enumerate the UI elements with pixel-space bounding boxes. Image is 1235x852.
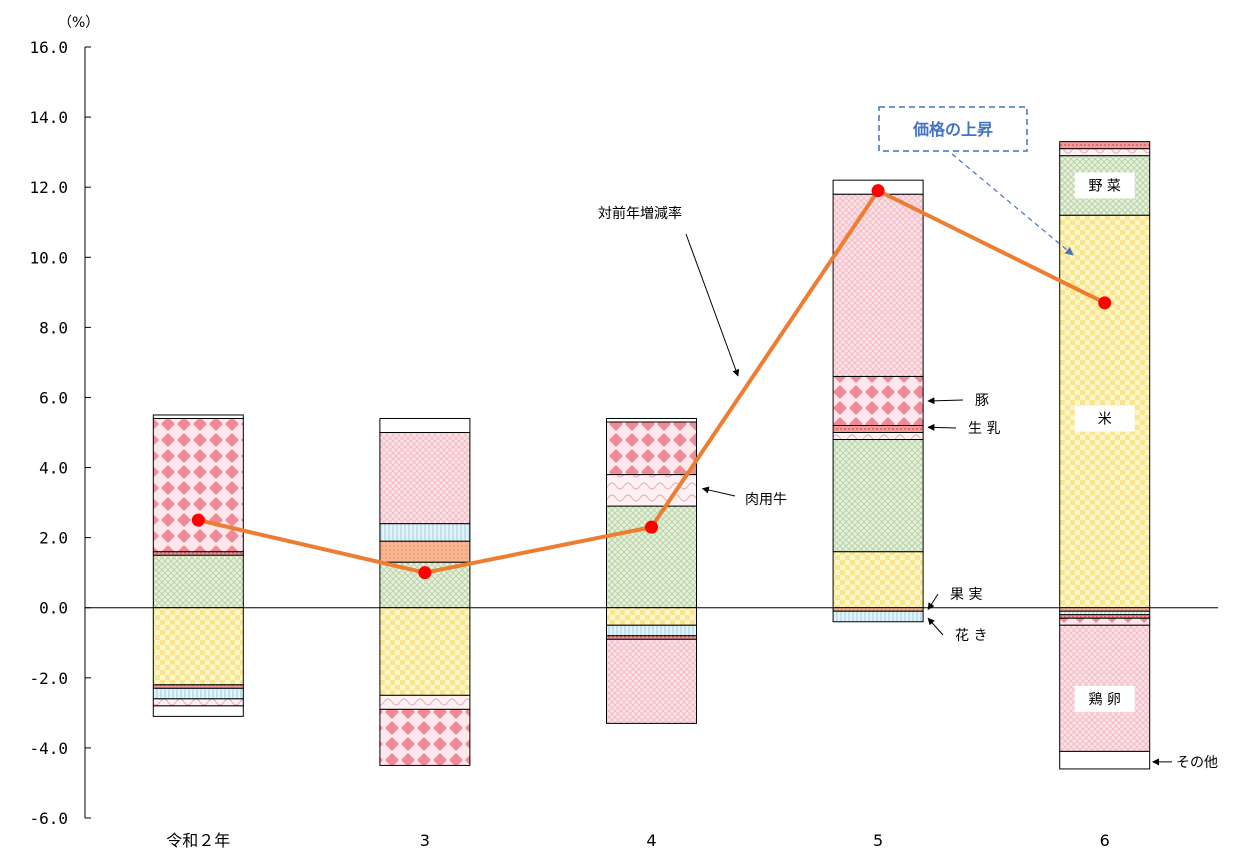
bar-segment — [832, 551, 924, 609]
milk-label: 生 乳 — [968, 421, 1000, 437]
y-tick-label: 4.0 — [39, 459, 68, 478]
line-point — [191, 513, 205, 527]
bar-segment — [379, 432, 471, 525]
bar-stack — [832, 179, 924, 623]
pig-pointer — [927, 397, 964, 405]
y-tick-label: 6.0 — [39, 388, 68, 407]
bar-segment — [832, 439, 924, 553]
bar-segment — [379, 607, 471, 696]
bar-segment — [832, 610, 924, 623]
flowers-label: 花 き — [955, 628, 987, 644]
annotation-layer: 価格の上昇 — [878, 106, 1074, 256]
vegetables-label-box — [1074, 172, 1135, 199]
bar-segment — [152, 551, 244, 556]
x-tick-label: 令和２年 — [166, 831, 230, 850]
y-tick-label: 2.0 — [39, 529, 68, 548]
line-point — [645, 520, 658, 534]
x-tick-label: 4 — [646, 831, 656, 850]
bar-segment — [832, 193, 924, 377]
bar-segment — [379, 708, 471, 766]
line-point — [1098, 296, 1112, 310]
pig-label: 豚 — [975, 393, 989, 409]
x-tick-label: 3 — [420, 831, 430, 850]
bar-segment — [379, 540, 471, 563]
y-tick-label: 12.0 — [29, 178, 68, 197]
line-label-pointer — [685, 233, 740, 377]
bar-segment — [152, 705, 244, 717]
bar-segment — [606, 635, 697, 640]
beef-label: 肉用牛 — [745, 492, 787, 508]
bar-segment — [606, 417, 697, 423]
y-tick-label: 8.0 — [39, 318, 68, 337]
bar-segment — [1059, 141, 1151, 150]
eggs-label: 鶏 卵 — [1088, 692, 1120, 708]
bar-segment — [379, 523, 471, 542]
bar-stack — [152, 414, 244, 717]
bars — [152, 141, 1151, 770]
bar-segment — [1059, 610, 1151, 616]
rice-label-box — [1074, 405, 1135, 432]
y-tick-label: -6.0 — [29, 809, 68, 828]
bar-segment — [1059, 750, 1151, 770]
bar-segment — [152, 414, 244, 419]
milk-pointer — [927, 423, 957, 431]
bar-segment — [152, 607, 244, 686]
fruit-pointer — [927, 593, 939, 611]
bar-segment — [606, 624, 697, 637]
y-tick-label: 0.0 — [39, 599, 68, 618]
vegetables-label: 野 菜 — [1088, 178, 1120, 194]
bar-segment — [1059, 614, 1151, 619]
annotation-text: 価格の上昇 — [912, 120, 993, 139]
rice-label: 米 — [1098, 411, 1112, 427]
bar-segment — [832, 375, 924, 426]
y-unit-label: （%） — [58, 15, 99, 31]
bar-segment — [379, 417, 471, 433]
bar-segment — [832, 432, 924, 441]
bar-segment — [606, 421, 697, 476]
bar-segment — [152, 698, 244, 707]
flowers-pointer — [927, 617, 944, 636]
beef-pointer — [701, 486, 736, 497]
y-tick-label: -2.0 — [29, 669, 68, 688]
bar-segment — [152, 554, 244, 609]
x-tick-label: 5 — [873, 831, 883, 850]
bar-segment — [1059, 148, 1151, 157]
bar-segment — [606, 638, 697, 724]
line-layer — [191, 184, 1112, 580]
bar-segment — [152, 417, 244, 553]
x-tick-label: 6 — [1100, 831, 1110, 850]
other-label: その他 — [1176, 755, 1218, 771]
bar-segment — [379, 694, 471, 710]
bar-segment — [832, 424, 924, 433]
bar-stack — [606, 417, 697, 724]
bar-segment — [1059, 617, 1151, 626]
bar-segment — [152, 687, 244, 700]
bar-stack — [1059, 141, 1151, 770]
bar-segment — [606, 607, 697, 626]
bar-stack — [379, 417, 471, 766]
bar-segment — [152, 684, 244, 689]
bar-segment — [832, 607, 924, 612]
bar-segment — [1059, 607, 1151, 612]
y-tick-label: -4.0 — [29, 739, 68, 758]
axes: （%） 16.0 14.0 12.0 10.0 8.0 6.0 4.0 2.0 0.0 -2.0 -4… — [29, 15, 1218, 850]
y-tick-label: 10.0 — [29, 248, 68, 267]
y-tick-label: 16.0 — [29, 38, 68, 57]
line-point — [871, 184, 885, 198]
line-point — [418, 566, 432, 580]
fruit-label: 果 実 — [950, 587, 982, 603]
y-tick-label: 14.0 — [29, 108, 68, 127]
line-series-label: 対前年増減率 — [598, 205, 682, 222]
eggs-label-box — [1074, 685, 1135, 712]
annotation-box — [878, 106, 1028, 152]
annotation-arrow — [951, 153, 1074, 256]
